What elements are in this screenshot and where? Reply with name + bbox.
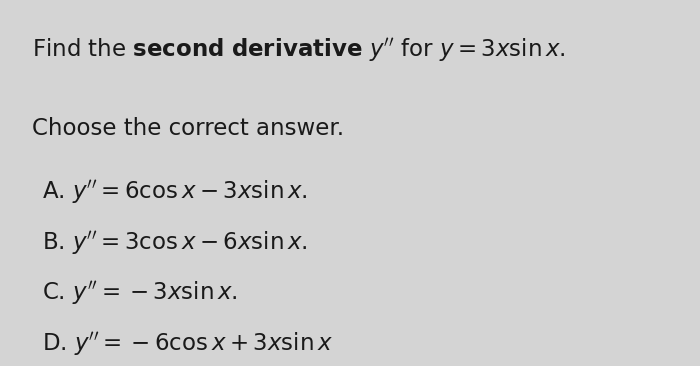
Text: Find the $\mathbf{second\ derivative}\ \mathit{y''}$ for $\mathit{y} = 3\mathit{: Find the $\mathbf{second\ derivative}\ \… [32, 37, 566, 65]
Text: C. $y'' = -3x\sin x.$: C. $y'' = -3x\sin x.$ [42, 280, 238, 309]
Text: B. $y'' = 3\cos x - 6x\sin x.$: B. $y'' = 3\cos x - 6x\sin x.$ [42, 230, 308, 258]
Text: Choose the correct answer.: Choose the correct answer. [32, 117, 344, 140]
Text: A. $y'' = 6\cos x - 3x\sin x.$: A. $y'' = 6\cos x - 3x\sin x.$ [42, 179, 308, 208]
Text: D. $y'' = -6\cos x + 3x\sin x$: D. $y'' = -6\cos x + 3x\sin x$ [42, 331, 333, 359]
